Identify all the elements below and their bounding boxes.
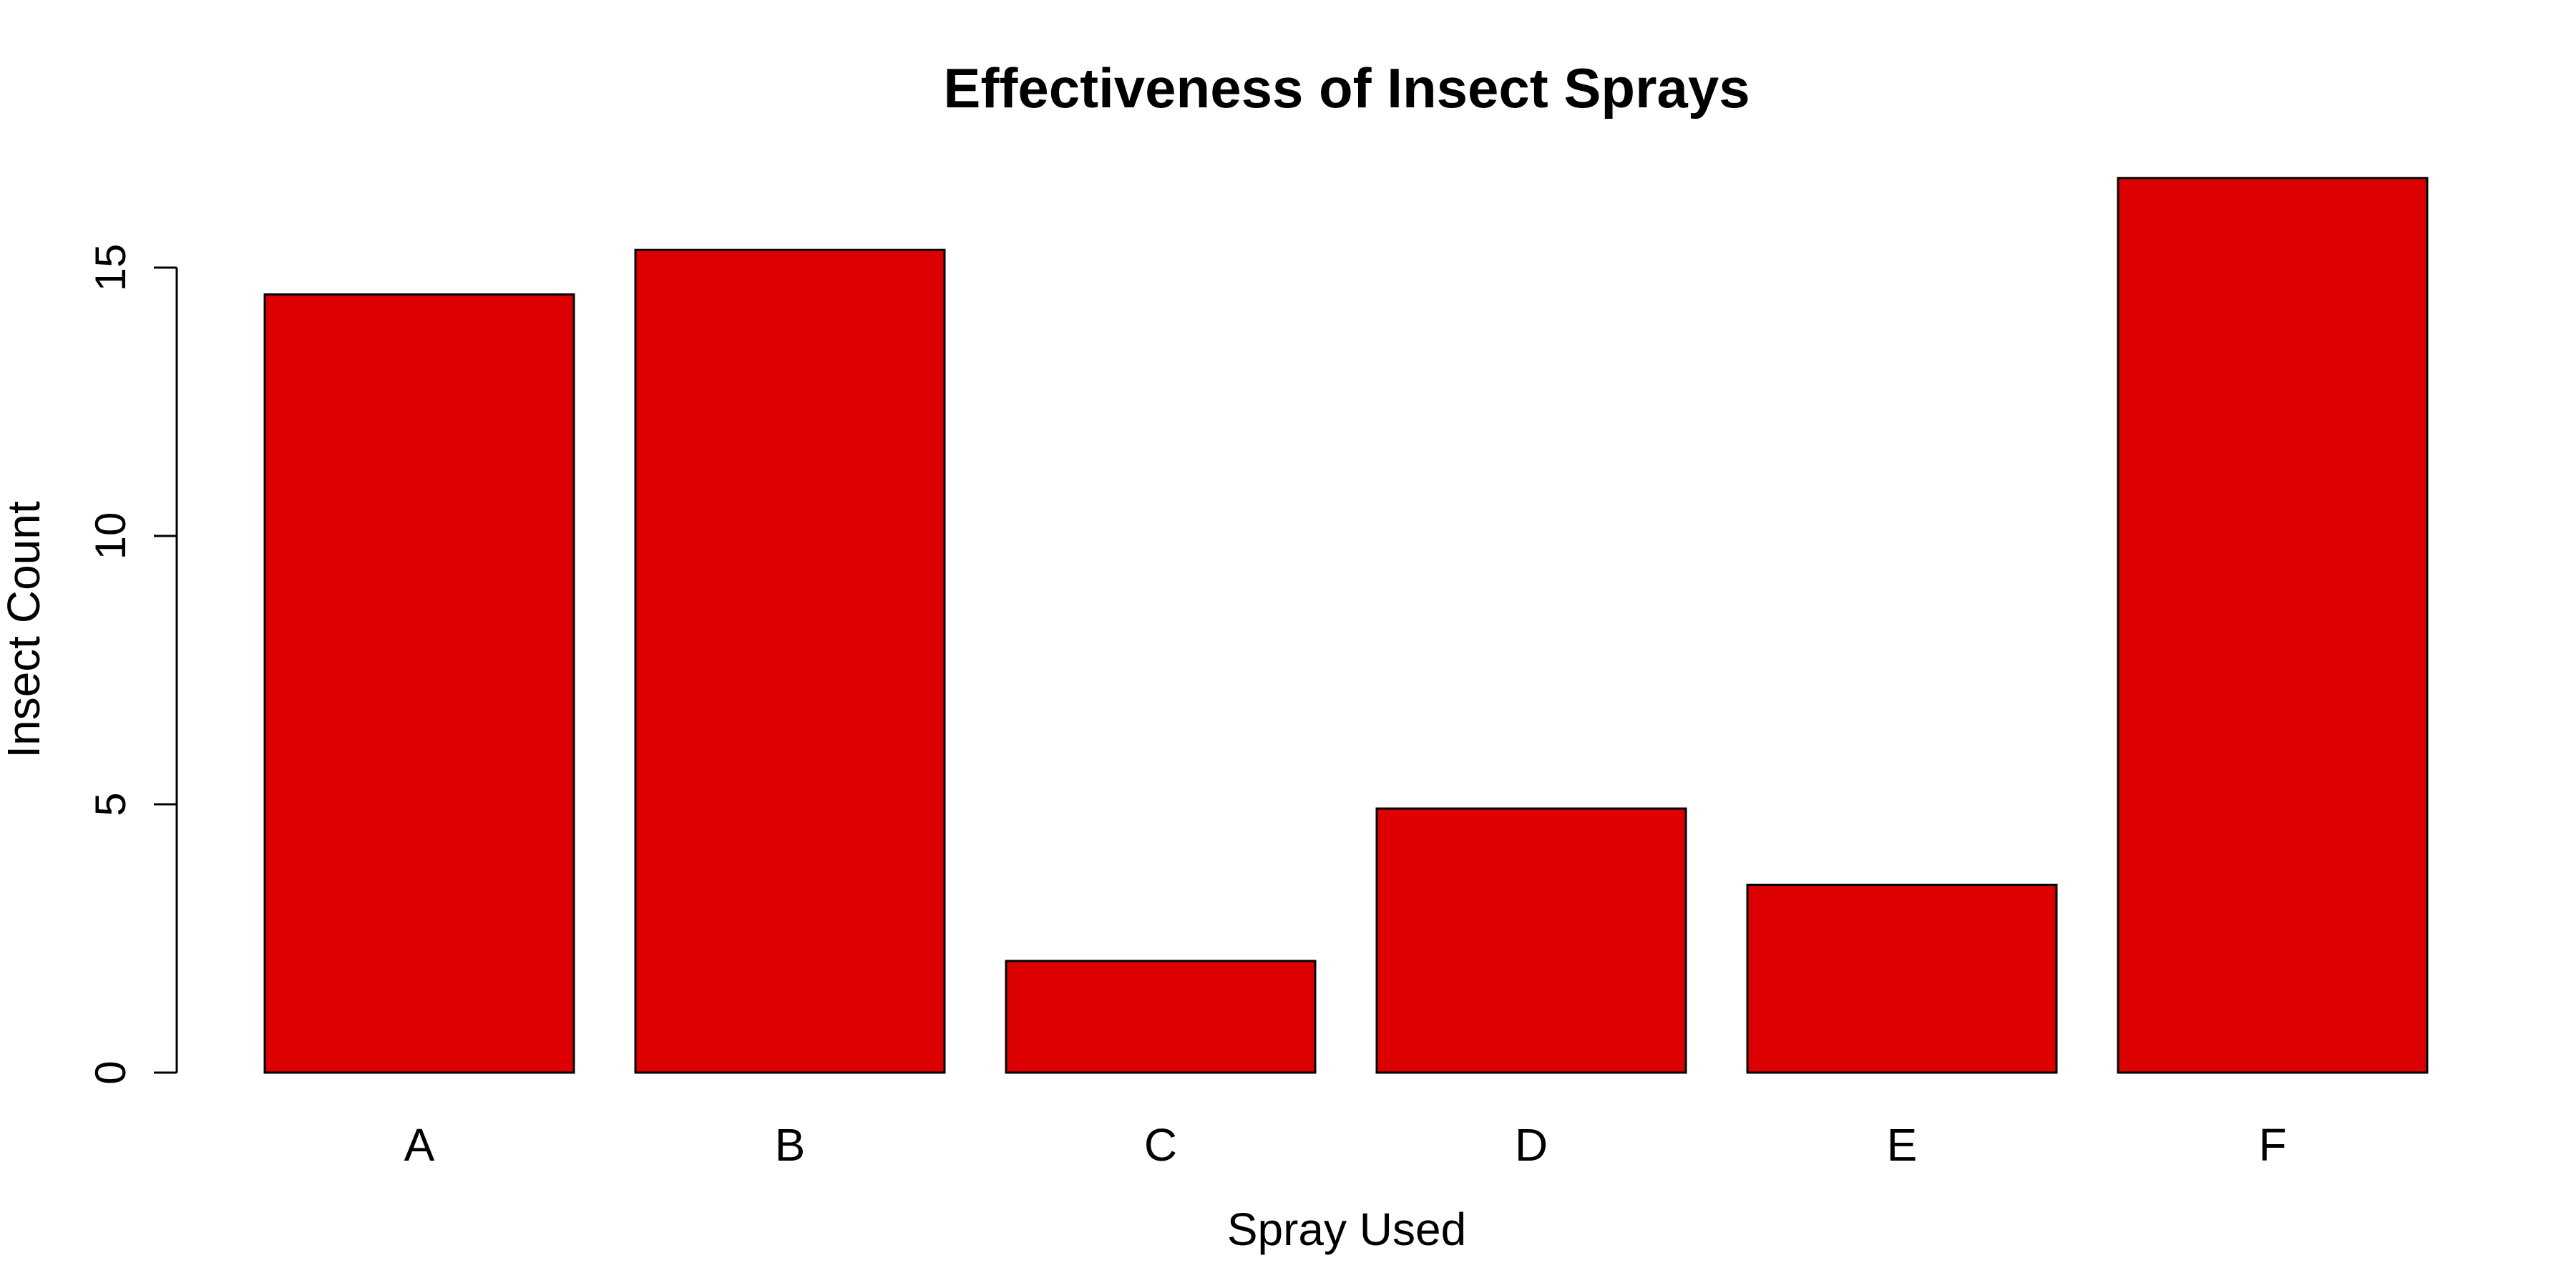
bar-e bbox=[1746, 884, 2058, 1074]
x-tick-label: B bbox=[775, 1119, 806, 1171]
bar-f bbox=[2117, 177, 2429, 1074]
bar-c bbox=[1005, 960, 1317, 1074]
x-axis-title: Spray Used bbox=[1227, 1204, 1466, 1255]
chart-title: Effectiveness of Insect Sprays bbox=[943, 57, 1750, 119]
y-tick-label: 5 bbox=[87, 792, 135, 816]
y-axis: 0 5 10 15 bbox=[87, 244, 178, 1085]
y-tick-label: 15 bbox=[87, 244, 135, 292]
x-tick-label: C bbox=[1144, 1119, 1177, 1171]
x-tick-label: F bbox=[2258, 1119, 2286, 1171]
x-axis-labels: A B C D E F bbox=[404, 1119, 2287, 1171]
bar-a bbox=[263, 293, 575, 1074]
y-axis-title: Insect Count bbox=[0, 501, 49, 758]
bars bbox=[263, 177, 2429, 1074]
x-tick-label: D bbox=[1515, 1119, 1548, 1171]
y-tick-label: 10 bbox=[87, 512, 135, 560]
bar-d bbox=[1375, 807, 1687, 1074]
x-tick-label: E bbox=[1887, 1119, 1918, 1171]
bar-b bbox=[634, 248, 946, 1074]
x-tick-label: A bbox=[404, 1119, 435, 1171]
y-tick-label: 0 bbox=[87, 1060, 135, 1084]
